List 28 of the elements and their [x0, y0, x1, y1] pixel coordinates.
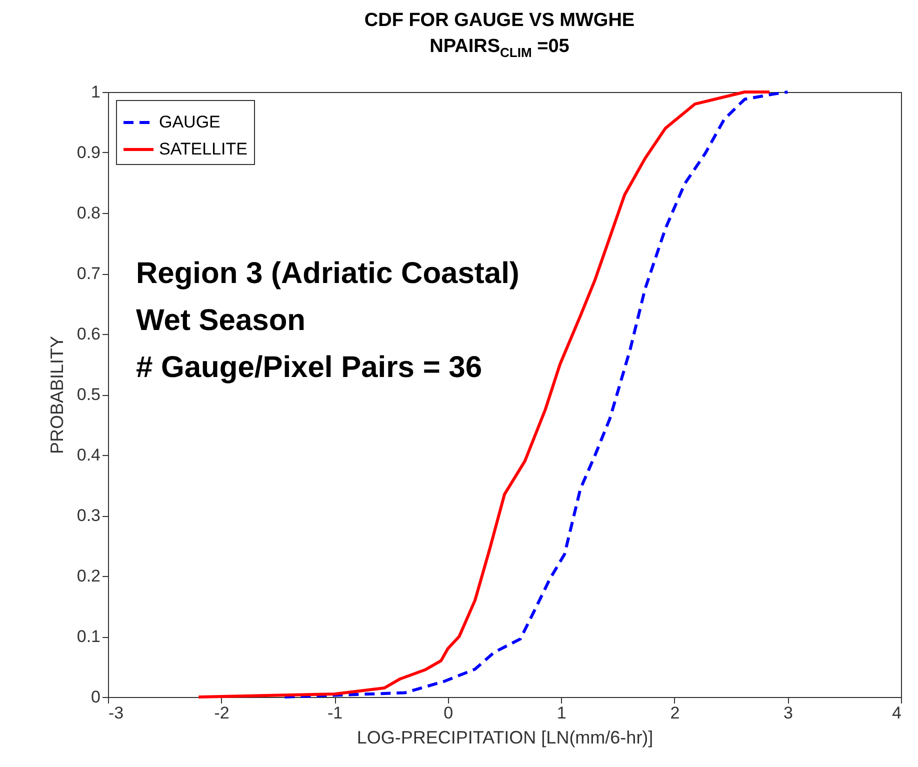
- chart-subtitle: NPAIRS$_{CLIM}$ =05: [428, 35, 570, 62]
- y-tick-label: 0.6: [76, 324, 100, 344]
- x-tick-label: 2: [670, 704, 680, 722]
- legend-label: GAUGE: [159, 112, 220, 132]
- x-tick-label: 4: [892, 704, 902, 722]
- y-tick-label: 0.2: [76, 566, 100, 586]
- chart-title: CDF FOR GAUGE VS MWGHE: [363, 9, 636, 33]
- y-tick-label: 0.5: [76, 385, 100, 404]
- y-tick-label: 0.8: [76, 204, 100, 222]
- x-tick-label: 3: [783, 704, 793, 722]
- y-tick-label: 0: [91, 688, 100, 706]
- y-tick-label: 0.3: [76, 506, 100, 525]
- x-tick-label: -3: [108, 704, 124, 722]
- legend-label: SATELLITE: [159, 140, 248, 158]
- x-tick-label: 0: [444, 704, 454, 722]
- x-tick-label: -1: [328, 704, 343, 722]
- y-tick-label: 0.1: [76, 627, 100, 646]
- annotation: # Gauge/Pixel Pairs = 36: [136, 351, 482, 384]
- annotation: Region 3 (Adriatic Coastal): [136, 257, 520, 290]
- y-tick-label: 0.4: [76, 446, 100, 464]
- y-tick-label: 0.9: [76, 143, 100, 162]
- annotation: Wet Season: [136, 304, 306, 337]
- x-tick-label: -2: [214, 704, 230, 722]
- y-tick-label: 1: [91, 82, 100, 102]
- y-tick-label: 0.7: [76, 264, 100, 283]
- y-axis-title: PROBABILITY: [46, 336, 67, 454]
- x-axis-title: LOG-PRECIPITATION [LN(mm/6-hr)]: [356, 728, 654, 748]
- x-tick-label: 1: [556, 704, 566, 722]
